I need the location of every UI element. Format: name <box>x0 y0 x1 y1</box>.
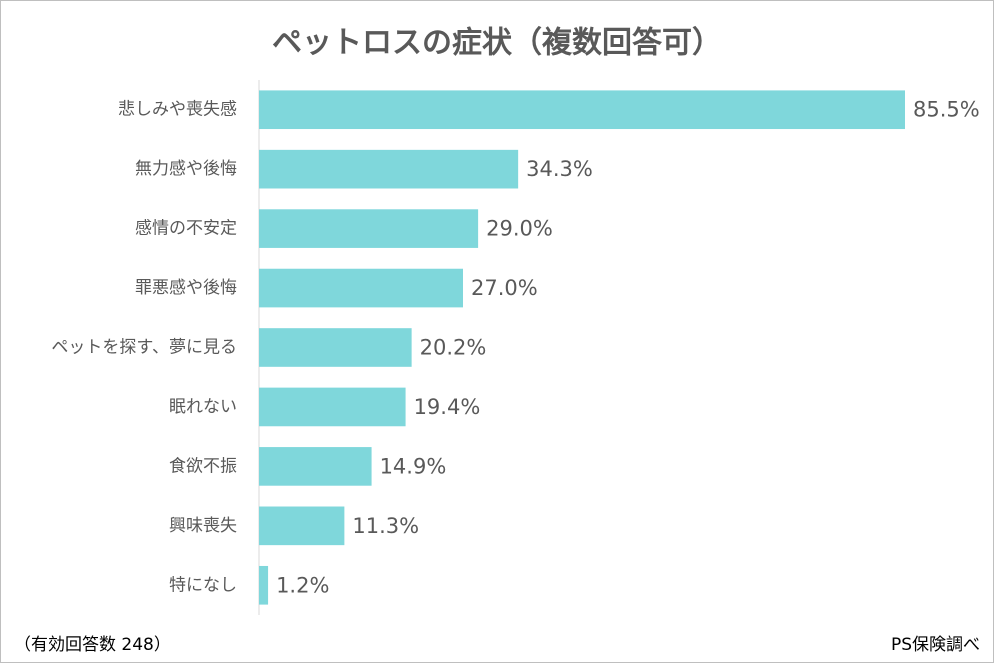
bar <box>259 268 463 308</box>
value-label: 1.2% <box>276 573 329 597</box>
chart-title: ペットロスの症状（複数回答可） <box>272 26 722 61</box>
value-label: 85.5% <box>913 98 980 122</box>
value-label: 29.0% <box>486 217 553 241</box>
y-tick-label: 眠れない <box>169 397 237 417</box>
y-tick-label: 無力感や後悔 <box>135 159 237 179</box>
value-label: 11.3% <box>352 514 419 538</box>
y-tick-label: 特になし <box>169 575 237 595</box>
bar <box>259 506 345 546</box>
bar <box>259 209 479 248</box>
bar <box>259 90 905 130</box>
value-label: 27.0% <box>471 276 538 300</box>
y-tick-label: 悲しみや喪失感 <box>118 100 237 120</box>
value-label: 19.4% <box>414 395 481 419</box>
bar <box>259 387 406 427</box>
bar <box>259 565 269 605</box>
note: （有効回答数 248） <box>14 635 171 655</box>
y-tick-label: ペットを探す、夢に見る <box>51 338 237 358</box>
value-label: 20.2% <box>420 336 487 360</box>
y-tick-label: 興味喪失 <box>169 516 237 536</box>
y-tick-label: 感情の不安定 <box>135 219 237 239</box>
bar <box>259 328 412 367</box>
value-label: 14.9% <box>380 454 447 478</box>
value-label: 34.3% <box>526 157 593 181</box>
source: PS保険調べ <box>891 635 980 655</box>
bar <box>259 447 372 486</box>
y-tick-label: 罪悪感や後悔 <box>135 278 237 298</box>
y-tick-label: 食欲不振 <box>169 456 237 476</box>
bar <box>259 149 519 189</box>
